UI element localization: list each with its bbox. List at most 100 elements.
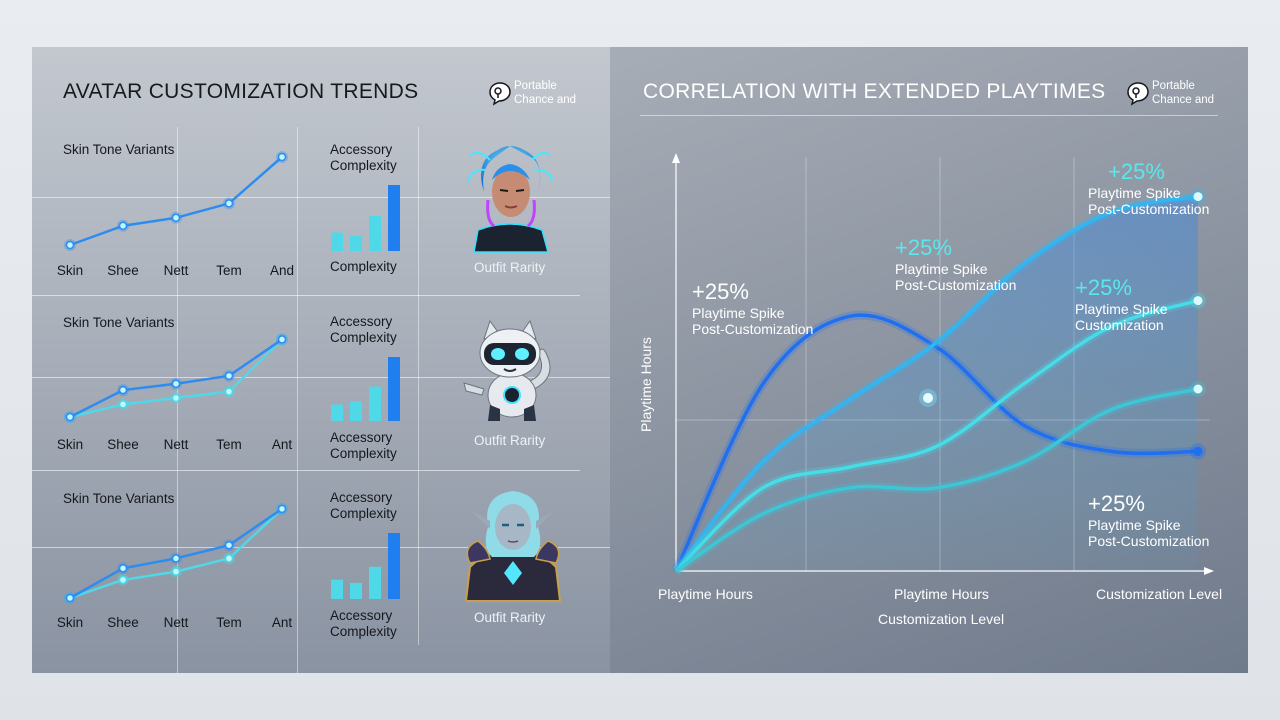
x-tick-label: Skin bbox=[57, 263, 83, 278]
column-divider bbox=[418, 127, 419, 645]
data-point bbox=[118, 385, 128, 395]
bar bbox=[331, 404, 343, 421]
bar-chart-2-caption: Accessory Complexity bbox=[330, 430, 397, 461]
line-chart-3-title: Skin Tone Variants bbox=[63, 491, 175, 506]
elf-warrior-image bbox=[464, 491, 562, 602]
bar bbox=[350, 235, 362, 251]
data-point bbox=[224, 387, 234, 396]
x-tick-label: Nett bbox=[164, 437, 189, 452]
data-point bbox=[171, 554, 181, 563]
x-tick-label: Nett bbox=[164, 615, 189, 630]
bar bbox=[369, 215, 381, 251]
y-axis-label: Playtime Hours bbox=[638, 337, 654, 432]
x-tick-label: Playtime Hours bbox=[894, 586, 989, 602]
series-endpoint bbox=[1193, 384, 1203, 394]
data-point bbox=[171, 213, 181, 223]
left-panel-title: AVATAR CUSTOMIZATION TRENDS bbox=[63, 80, 419, 103]
x-tick-label: Skin bbox=[57, 615, 83, 630]
bar-chart-1-caption: Complexity bbox=[330, 259, 397, 274]
x-tick-label: Tem bbox=[216, 615, 242, 630]
outfit-rarity-label-2: Outfit Rarity bbox=[474, 433, 546, 448]
data-point bbox=[65, 240, 75, 250]
bar-chart-2 bbox=[331, 357, 400, 421]
bar-chart-2-title: Accessory Complexity bbox=[330, 314, 397, 345]
data-point bbox=[277, 504, 287, 514]
series-line bbox=[675, 387, 1199, 573]
data-point bbox=[118, 564, 128, 573]
y-axis-arrow bbox=[672, 153, 680, 163]
brand-line-2: Chance and bbox=[514, 94, 577, 106]
series-line bbox=[674, 298, 1199, 573]
row-divider bbox=[32, 470, 580, 471]
series-line bbox=[674, 194, 1199, 573]
callout-playtime-spike: +25% Playtime Spike Customization bbox=[1075, 275, 1168, 333]
bar bbox=[388, 357, 400, 421]
x-tick-label: Tem bbox=[216, 437, 242, 452]
bar-chart-3-title: Accessory Complexity bbox=[330, 490, 397, 521]
x-axis-arrow bbox=[1204, 567, 1214, 575]
series-endpoint bbox=[1193, 446, 1203, 456]
grid-line bbox=[32, 547, 610, 548]
correlation-line-chart bbox=[671, 153, 1214, 575]
right-panel: CORRELATION WITH EXTENDED PLAYTIMES Port… bbox=[610, 47, 1248, 673]
right-panel-title: CORRELATION WITH EXTENDED PLAYTIMES bbox=[643, 80, 1106, 103]
x-tick-label: Tem bbox=[216, 263, 242, 278]
data-point bbox=[224, 540, 234, 550]
row-divider bbox=[32, 295, 580, 296]
line-chart-2: Skin Shee Nett Tem Ant bbox=[57, 333, 292, 452]
callout-playtime-spike: +25% Playtime Spike Post-Customization bbox=[895, 235, 1017, 293]
bar bbox=[331, 232, 343, 251]
line-chart-2-title: Skin Tone Variants bbox=[63, 315, 175, 330]
callout-playtime-spike: +25% Playtime Spike Post-Customization bbox=[1088, 491, 1210, 549]
data-point bbox=[277, 335, 287, 344]
bar-chart-3 bbox=[331, 533, 400, 599]
x-tick-label: Shee bbox=[107, 263, 139, 278]
data-point bbox=[171, 567, 181, 576]
robot-cat-image bbox=[463, 319, 551, 421]
data-point bbox=[65, 412, 75, 422]
bar bbox=[369, 566, 381, 599]
data-point bbox=[277, 152, 287, 162]
x-axis-label: Customization Level bbox=[878, 611, 1005, 627]
grid-line bbox=[32, 197, 610, 198]
data-point bbox=[224, 199, 234, 208]
data-point bbox=[224, 554, 234, 563]
intersection-point bbox=[923, 393, 933, 403]
data-point bbox=[171, 393, 181, 403]
x-tick-label: Playtime Hours bbox=[658, 586, 753, 602]
line-chart-1: Skin Shee Nett Tem And bbox=[57, 151, 294, 278]
chat-bubble-icon bbox=[1127, 82, 1149, 106]
cyber-avatar-image bbox=[467, 146, 553, 253]
chat-bubble-icon bbox=[489, 82, 511, 106]
line-chart-1-title: Skin Tone Variants bbox=[63, 142, 175, 157]
x-tick-label: Nett bbox=[164, 263, 189, 278]
x-tick-label: And bbox=[270, 263, 294, 278]
data-point bbox=[118, 575, 128, 585]
bar-chart-1-title: Accessory Complexity bbox=[330, 142, 397, 173]
left-panel: AVATAR CUSTOMIZATION TRENDS Portable Cha… bbox=[32, 47, 610, 673]
callout-playtime-spike: +25% Playtime Spike Post-Customization bbox=[1088, 159, 1210, 217]
series-area bbox=[676, 196, 1198, 571]
x-tick-label: Ant bbox=[272, 615, 293, 630]
data-point bbox=[118, 400, 128, 409]
data-point bbox=[65, 593, 75, 603]
bar bbox=[331, 579, 343, 599]
bar bbox=[350, 582, 362, 599]
brand-logo: Portable Chance and bbox=[489, 79, 576, 107]
bar-chart-1 bbox=[331, 185, 400, 251]
title-divider bbox=[640, 115, 1218, 116]
brand-line-1: Portable bbox=[514, 80, 557, 92]
brand-logo-right: Portable Chance and bbox=[1127, 79, 1214, 107]
bar bbox=[388, 185, 400, 251]
brand-line-1: Portable bbox=[1152, 80, 1195, 92]
x-tick-label: Shee bbox=[107, 437, 139, 452]
series-endpoint bbox=[1193, 192, 1203, 202]
bar bbox=[388, 533, 400, 599]
callout-playtime-spike: +25% Playtime Spike Post-Customization bbox=[692, 279, 814, 337]
outfit-rarity-label-3: Outfit Rarity bbox=[474, 610, 546, 625]
x-tick-label: Shee bbox=[107, 615, 139, 630]
outfit-rarity-label-1: Outfit Rarity bbox=[474, 260, 546, 275]
x-tick-label: Skin bbox=[57, 437, 83, 452]
bar bbox=[369, 386, 381, 421]
data-point bbox=[171, 379, 181, 388]
